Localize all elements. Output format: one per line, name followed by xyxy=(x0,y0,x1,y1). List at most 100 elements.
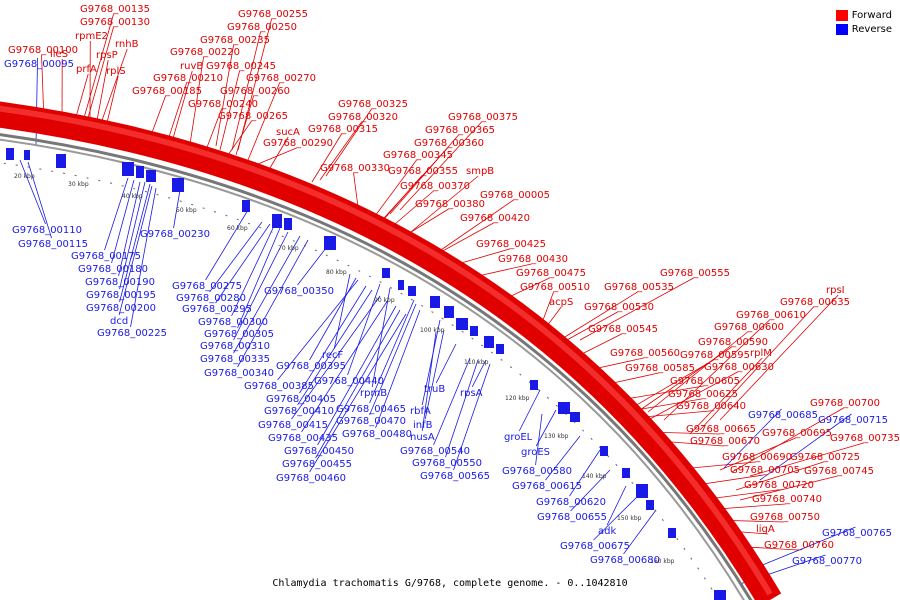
forward-leader-line xyxy=(205,108,222,151)
reverse-gene-label: G9768_00395 xyxy=(276,361,346,372)
forward-leader-line xyxy=(167,82,187,141)
forward-gene-label: G9768_00595 xyxy=(680,350,750,361)
forward-leader-line xyxy=(735,461,824,491)
reverse-gene-label: rpsA xyxy=(460,388,483,399)
forward-gene-label: G9768_00745 xyxy=(804,466,874,477)
forward-gene-label: ruvB xyxy=(180,61,203,72)
reverse-gene-label: G9768_00180 xyxy=(78,264,148,275)
scale-tick-label: 160 kbp xyxy=(650,558,675,565)
reverse-leader-line xyxy=(623,509,657,555)
reverse-leader-line xyxy=(421,319,441,406)
forward-gene-label: G9768_00360 xyxy=(414,138,484,149)
forward-leader-line xyxy=(405,175,479,237)
forward-gene-label: smpB xyxy=(466,166,494,177)
reverse-leader-line xyxy=(231,225,275,317)
forward-gene-label: G9768_00425 xyxy=(476,239,546,250)
forward-leader-line xyxy=(437,199,514,253)
reverse-gene-block xyxy=(242,200,250,212)
reverse-gene-label: G9768_00305 xyxy=(204,329,274,340)
forward-gene-label: G9768_00475 xyxy=(516,268,586,279)
forward-gene-label: G9768_00345 xyxy=(383,150,453,161)
reverse-leader-line xyxy=(424,329,445,420)
reverse-leader-line xyxy=(433,357,471,446)
reverse-leader-line xyxy=(297,247,327,286)
reverse-leader-line xyxy=(118,185,153,316)
forward-gene-label: G9768_00240 xyxy=(188,99,258,110)
forward-leader-line xyxy=(171,70,193,143)
forward-leader-line xyxy=(257,147,297,165)
legend-reverse-swatch xyxy=(835,23,848,35)
reverse-leader-line xyxy=(759,413,852,481)
forward-gene-label: G9768_00330 xyxy=(320,163,390,174)
reverse-gene-label: G9768_00450 xyxy=(284,446,354,457)
reverse-gene-label: G9768_00095 xyxy=(4,59,74,70)
forward-leader-line xyxy=(231,31,261,151)
scale-tick-label: 130 kbp xyxy=(544,433,569,440)
reverse-leader-line xyxy=(233,231,289,341)
reverse-leader-line xyxy=(233,235,301,354)
forward-leader-line xyxy=(579,277,694,341)
scale-tick-label: 50 kbp xyxy=(176,207,197,214)
reverse-gene-block xyxy=(530,380,538,390)
scale-tick-label: 110 kbp xyxy=(464,359,489,366)
scale-tick-label: 90 kbp xyxy=(374,297,395,304)
reverse-gene-block xyxy=(56,154,66,168)
forward-gene-label: G9768_00210 xyxy=(153,73,223,84)
legend-forward: Forward xyxy=(835,8,892,22)
forward-gene-label: rpsI xyxy=(826,285,845,296)
scale-tick-label: 70 kbp xyxy=(278,245,299,252)
reverse-gene-block xyxy=(496,344,504,354)
reverse-gene-label: G9768_00435 xyxy=(268,433,338,444)
reverse-gene-label: G9768_00715 xyxy=(818,415,888,426)
reverse-gene-label: G9768_00460 xyxy=(276,473,346,484)
reverse-gene-label: G9768_00175 xyxy=(71,251,141,262)
forward-gene-label: G9768_00625 xyxy=(668,389,738,400)
forward-gene-label: G9768_00690 xyxy=(722,452,792,463)
reverse-gene-block xyxy=(24,150,30,160)
reverse-gene-label: rpmB xyxy=(360,388,387,399)
reverse-leader-line xyxy=(369,303,417,416)
reverse-leader-line xyxy=(375,309,421,429)
forward-gene-label: G9768_00630 xyxy=(704,362,774,373)
reverse-leader-line xyxy=(277,279,359,381)
forward-gene-label: G9768_00735 xyxy=(830,433,900,444)
scale-tick-label: 140 kbp xyxy=(582,473,607,480)
forward-leader-line xyxy=(219,70,240,151)
forward-gene-label: G9768_00290 xyxy=(263,138,333,149)
forward-leader-line xyxy=(719,437,796,471)
forward-strand-highlight xyxy=(0,105,773,596)
reverse-gene-block xyxy=(408,286,416,296)
forward-leader-line xyxy=(647,331,748,413)
reverse-gene-block xyxy=(570,412,580,422)
reverse-gene-label: G9768_00275 xyxy=(172,281,242,292)
forward-gene-label: G9768_00545 xyxy=(588,324,658,335)
reverse-gene-label: G9768_00540 xyxy=(400,446,470,457)
reverse-gene-label: G9768_00190 xyxy=(85,277,155,288)
reverse-gene-label: G9768_00230 xyxy=(140,229,210,240)
reverse-gene-block xyxy=(382,268,390,278)
reverse-leader-line xyxy=(569,449,601,497)
backbone-outer xyxy=(0,133,753,600)
reverse-gene-block xyxy=(430,296,440,308)
legend-reverse: Reverse xyxy=(835,22,892,36)
scale-tick-label: 150 kbp xyxy=(617,515,642,522)
reverse-gene-label: G9768_00765 xyxy=(822,528,892,539)
forward-leader-line xyxy=(99,48,128,127)
forward-gene-label: G9768_00365 xyxy=(425,125,495,136)
forward-leader-line xyxy=(189,56,204,145)
reverse-leader-line xyxy=(27,161,52,239)
reverse-leader-line xyxy=(297,289,373,406)
reverse-leader-line xyxy=(111,179,135,264)
forward-gene-label: G9768_00610 xyxy=(736,310,806,321)
reverse-leader-line xyxy=(759,526,856,567)
forward-leader-line xyxy=(227,120,252,156)
reverse-gene-block xyxy=(600,446,608,456)
forward-leader-line xyxy=(215,44,234,147)
forward-leader-line xyxy=(85,26,114,126)
forward-gene-label: G9768_00530 xyxy=(584,302,654,313)
forward-gene-label: G9768_00760 xyxy=(764,540,834,551)
forward-leader-line xyxy=(639,346,732,411)
forward-leader-line xyxy=(559,291,638,341)
forward-leader-line xyxy=(399,121,482,211)
forward-gene-label: G9768_00670 xyxy=(690,436,760,447)
